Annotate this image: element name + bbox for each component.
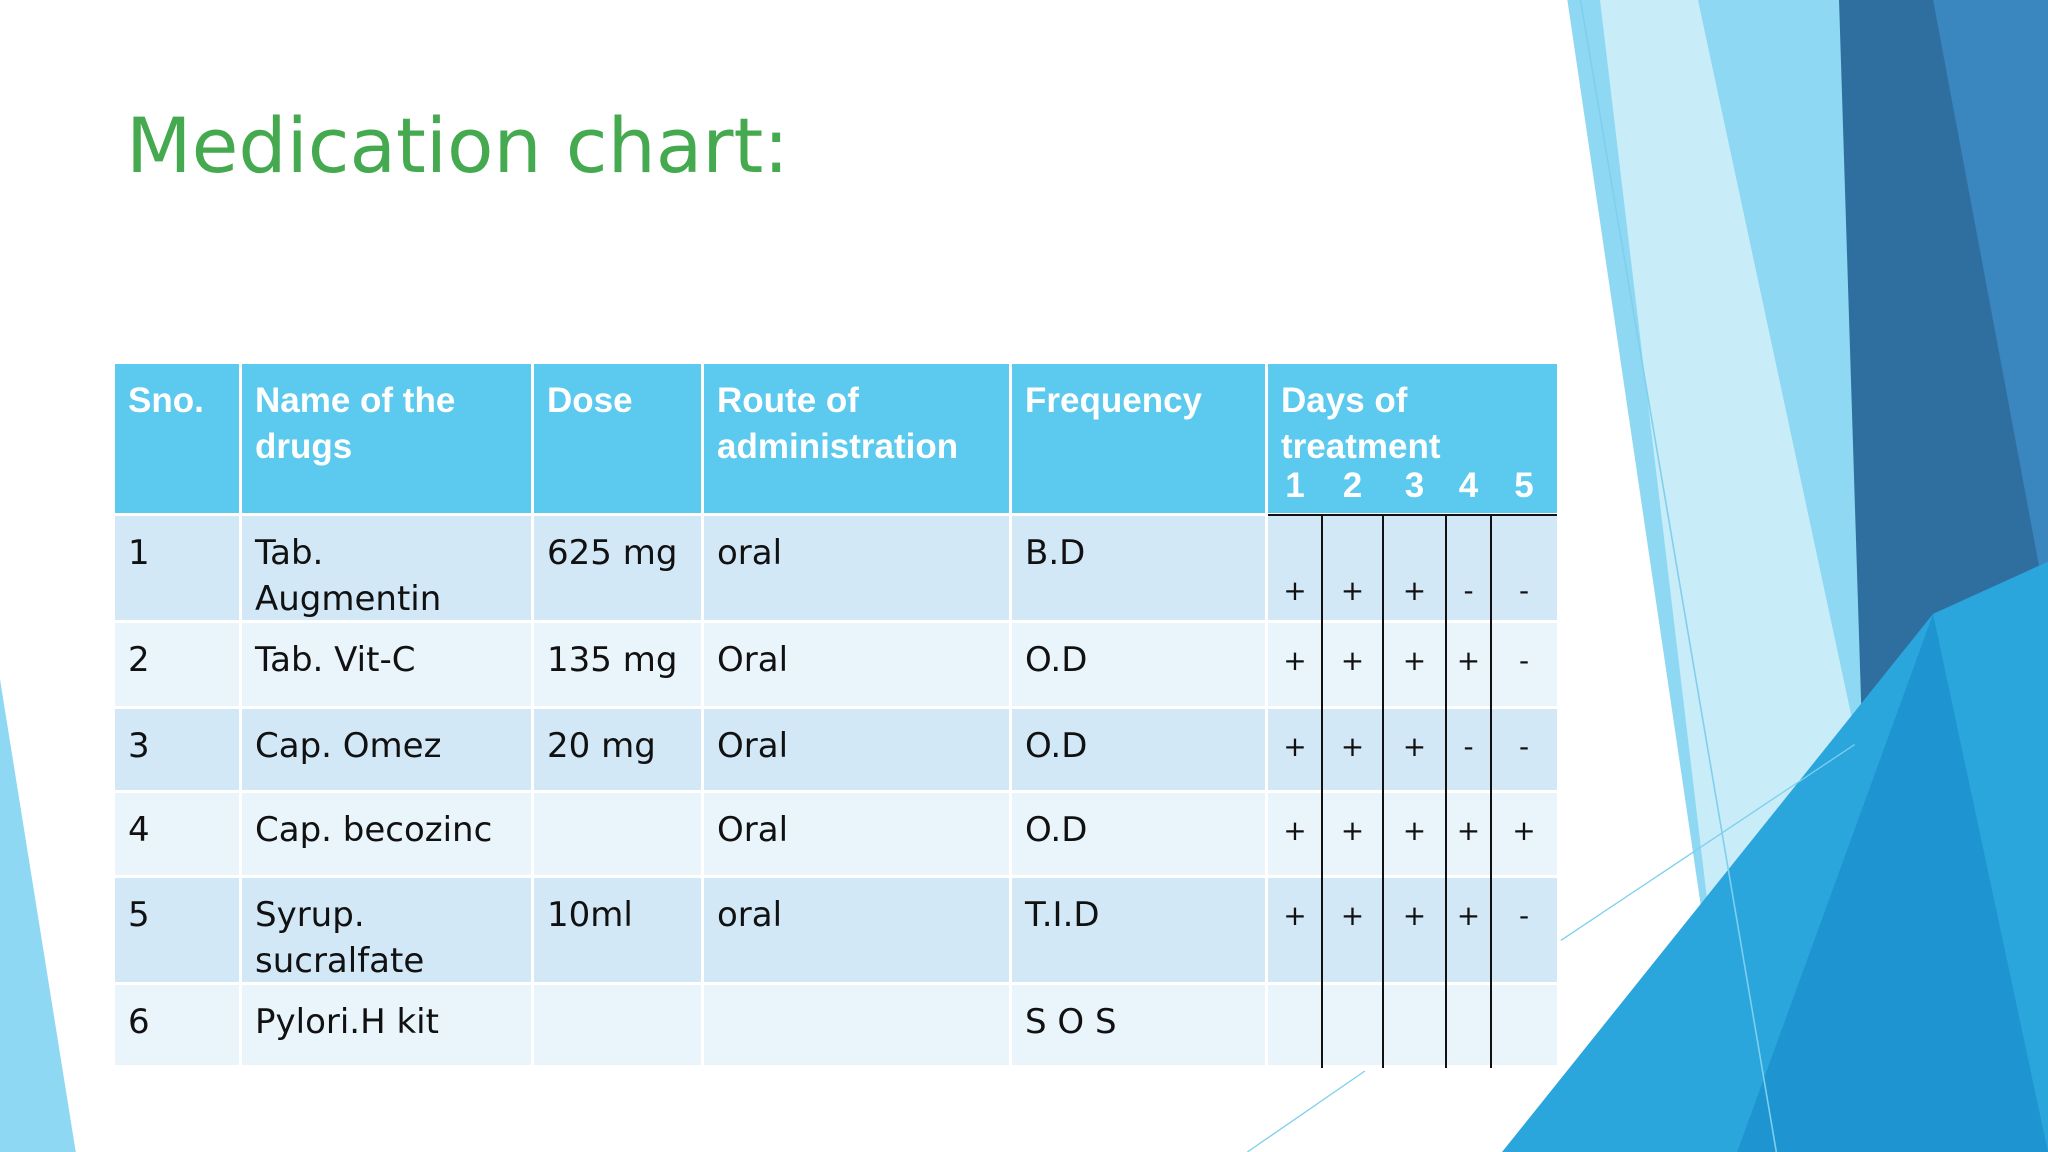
table-cell: 3 [115, 709, 239, 790]
table-cell: O.D [1012, 793, 1265, 875]
header-cell: Dose [534, 364, 701, 513]
table-cell: Cap. Omez [242, 709, 531, 790]
table-cell: 625 mg [534, 516, 701, 620]
days-cell [1268, 878, 1557, 982]
table-cell: 135 mg [534, 623, 701, 706]
table-cell: oral [704, 516, 1009, 620]
deco-shape [0, 679, 76, 1152]
header-cell: Name of the drugs [242, 364, 531, 513]
day-mark: - [1463, 730, 1474, 763]
day-divider [1382, 516, 1384, 1068]
day-mark: - [1518, 644, 1530, 677]
days-header-rule [1268, 514, 1557, 517]
day-mark: + [1283, 730, 1307, 763]
table-cell: Oral [704, 793, 1009, 875]
day-mark: + [1512, 814, 1536, 847]
days-cell [1268, 793, 1557, 875]
day-number: 3 [1404, 466, 1425, 505]
header-cell: Route of administration [704, 364, 1009, 513]
day-mark: + [1283, 644, 1307, 677]
day-divider [1490, 516, 1492, 1068]
day-mark: + [1456, 814, 1481, 847]
table-cell [534, 793, 701, 875]
deco-shape [1933, 0, 2048, 614]
day-mark: - [1518, 730, 1530, 763]
table-cell: O.D [1012, 709, 1265, 790]
slide-title: Medication chart: [126, 101, 789, 190]
day-mark: + [1340, 814, 1365, 847]
table-cell: Tab. Augmentin [242, 516, 531, 620]
day-mark: + [1402, 644, 1427, 677]
days-cell [1268, 985, 1557, 1065]
day-mark: + [1456, 899, 1481, 932]
header-cell: Sno. [115, 364, 239, 513]
table-cell: 5 [115, 878, 239, 982]
table-cell: 20 mg [534, 709, 701, 790]
day-mark: + [1402, 730, 1427, 763]
day-mark: + [1456, 644, 1481, 677]
table-cell: 4 [115, 793, 239, 875]
table-cell: Cap. becozinc [242, 793, 531, 875]
day-mark: + [1340, 574, 1365, 607]
table-cell: oral [704, 878, 1009, 982]
day-number: 4 [1458, 466, 1479, 505]
day-mark: - [1518, 574, 1530, 607]
deco-shape [1737, 613, 2048, 1152]
deco-line [1246, 1070, 1366, 1152]
days-cell [1268, 623, 1557, 706]
deco-line [1560, 743, 1856, 941]
day-mark: + [1283, 574, 1307, 607]
day-mark: + [1340, 644, 1365, 677]
day-mark: + [1402, 574, 1427, 607]
table-cell: Oral [704, 623, 1009, 706]
table-cell: 6 [115, 985, 239, 1065]
day-mark: + [1283, 899, 1307, 932]
day-mark: + [1283, 814, 1307, 847]
table-cell: S O S [1012, 985, 1265, 1065]
day-number: 2 [1342, 466, 1363, 505]
table-cell [534, 985, 701, 1065]
days-header: Days of treatment [1268, 364, 1557, 513]
table-cell: O.D [1012, 623, 1265, 706]
table-cell: Syrup. sucralfate [242, 878, 531, 982]
header-cell: Frequency [1012, 364, 1265, 513]
day-mark: + [1340, 730, 1365, 763]
table-cell: T.I.D [1012, 878, 1265, 982]
days-cell [1268, 516, 1557, 620]
table-cell: 10ml [534, 878, 701, 982]
deco-line [1579, 0, 1778, 1152]
days-cell [1268, 709, 1557, 790]
table-cell [704, 985, 1009, 1065]
table-cell: Oral [704, 709, 1009, 790]
table-cell: 1 [115, 516, 239, 620]
table-cell: Tab. Vit-C [242, 623, 531, 706]
day-divider [1445, 516, 1447, 1068]
day-number: 5 [1514, 466, 1534, 505]
table-cell: B.D [1012, 516, 1265, 620]
table-cell: 2 [115, 623, 239, 706]
day-mark: + [1402, 814, 1427, 847]
day-mark: - [1463, 574, 1474, 607]
day-divider [1321, 516, 1323, 1068]
day-mark: - [1518, 899, 1530, 932]
day-mark: + [1402, 899, 1427, 932]
table-cell: Pylori.H kit [242, 985, 531, 1065]
day-mark: + [1340, 899, 1365, 932]
day-number: 1 [1285, 466, 1305, 505]
